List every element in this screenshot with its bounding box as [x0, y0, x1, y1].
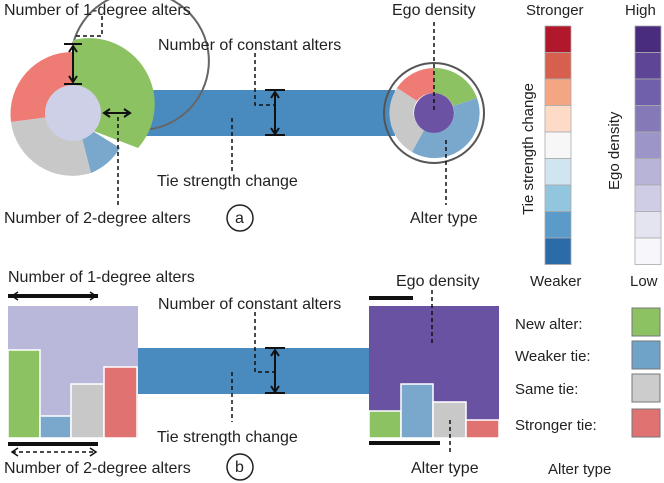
tie-scale-swatch-2	[544, 78, 572, 106]
label-alter-type-b: Alter type	[411, 460, 479, 477]
bar-new-b	[7, 349, 41, 439]
bar-weaker-b	[39, 415, 72, 439]
tie-scale-swatch-8	[544, 237, 572, 265]
legend-alter-swatch-same	[631, 373, 661, 403]
legend-tie-bottom: Weaker	[530, 273, 581, 290]
small-wedge-stronger-a	[397, 68, 434, 101]
density-scale-swatch-4	[634, 131, 662, 159]
panel-label-a: a	[235, 210, 244, 227]
legend-alter-label-1: Weaker tie:	[515, 348, 591, 365]
wedge-same-a	[11, 117, 91, 176]
tie-scale-swatch-5	[544, 158, 572, 186]
tie-scale-swatch-6	[544, 184, 572, 212]
density-scale-swatch-5	[634, 158, 662, 186]
panel-a: Number of 1-degree alters Number of cons…	[4, 0, 485, 232]
ego-center-small-a	[414, 93, 454, 133]
legend-density-axis: Ego density	[606, 111, 623, 190]
density-scale-swatch-3	[634, 105, 662, 133]
tie-scale-swatch-7	[544, 211, 572, 239]
tie-strength-band-b	[137, 348, 369, 394]
small-wedge-same-a	[389, 88, 424, 152]
legend-ego-density: High Ego density Low	[606, 2, 662, 290]
tie-color-scale	[544, 25, 572, 265]
legend-density-bottom: Low	[630, 273, 658, 290]
panel-b: Number of 1-degree alters Number of cons…	[4, 269, 500, 481]
density-scale-swatch-2	[634, 78, 662, 106]
wedge-weaker-a	[81, 130, 120, 173]
bar-stronger-right-b	[465, 419, 500, 439]
right-ego-glyph-a	[383, 62, 485, 164]
legend-alter-label-3: Stronger tie:	[515, 417, 597, 434]
bar-weaker-right-b	[400, 383, 434, 439]
bar-same-b	[70, 383, 105, 439]
density-scale-swatch-0	[634, 25, 662, 53]
small-wedge-weaker-a	[412, 98, 480, 159]
ego-center-a	[45, 85, 101, 141]
small-wedge-new-a	[434, 67, 477, 106]
label-ego-density-b: Ego density	[396, 273, 480, 290]
legend-alter-swatch-weaker	[631, 340, 661, 370]
bar-stronger-b	[103, 366, 138, 439]
density-scale-swatch-6	[634, 184, 662, 212]
tie-scale-swatch-1	[544, 52, 572, 80]
label-ego-density-a: Ego density	[392, 2, 476, 19]
label-two-degree-b: Number of 2-degree alters	[4, 460, 191, 477]
label-one-degree-a: Number of 1-degree alters	[4, 2, 191, 19]
legend-tie-strength: Stronger Tie strength change Weaker	[520, 2, 584, 290]
wedge-stronger-a	[10, 51, 73, 122]
wedge-new-a	[73, 38, 155, 148]
density-color-scale	[634, 25, 662, 265]
panel-marker-a	[226, 204, 254, 232]
outer-ring-small-a	[383, 62, 485, 164]
label-constant-a: Number of constant alters	[158, 37, 341, 54]
density-scale-swatch-8	[634, 237, 662, 265]
left-ego-glyph-a	[10, 0, 210, 176]
legend-alter-swatch-new	[631, 307, 661, 337]
label-tie-change-a: Tie strength change	[157, 173, 298, 190]
panel-marker-b	[226, 453, 254, 481]
legend-tie-axis: Tie strength change	[520, 83, 537, 215]
density-scale-swatch-7	[634, 211, 662, 239]
legend-alter-type: New alter: Weaker tie: Same tie: Stronge…	[515, 307, 661, 478]
tie-scale-swatch-0	[544, 25, 572, 53]
legend-alter-caption: Alter type	[548, 461, 611, 478]
bar-new-right-b	[368, 410, 402, 439]
legend-alter-swatch-stronger	[631, 408, 661, 438]
legend-alter-label-2: Same tie:	[515, 381, 578, 398]
density-scale-swatch-1	[634, 52, 662, 80]
legend-alter-label-0: New alter:	[515, 316, 583, 333]
tie-scale-swatch-4	[544, 131, 572, 159]
outer-ring-a	[72, 0, 210, 131]
label-one-degree-b: Number of 1-degree alters	[8, 269, 195, 286]
tie-scale-swatch-3	[544, 105, 572, 133]
label-constant-b: Number of constant alters	[158, 296, 341, 313]
legend-tie-top: Stronger	[526, 2, 584, 19]
panel-label-b: b	[235, 459, 244, 476]
tie-strength-band-a	[135, 90, 395, 136]
label-two-degree-a: Number of 2-degree alters	[4, 210, 191, 227]
label-alter-type-a: Alter type	[410, 210, 478, 227]
legend-density-top: High	[625, 2, 656, 19]
label-tie-change-b: Tie strength change	[157, 429, 298, 446]
